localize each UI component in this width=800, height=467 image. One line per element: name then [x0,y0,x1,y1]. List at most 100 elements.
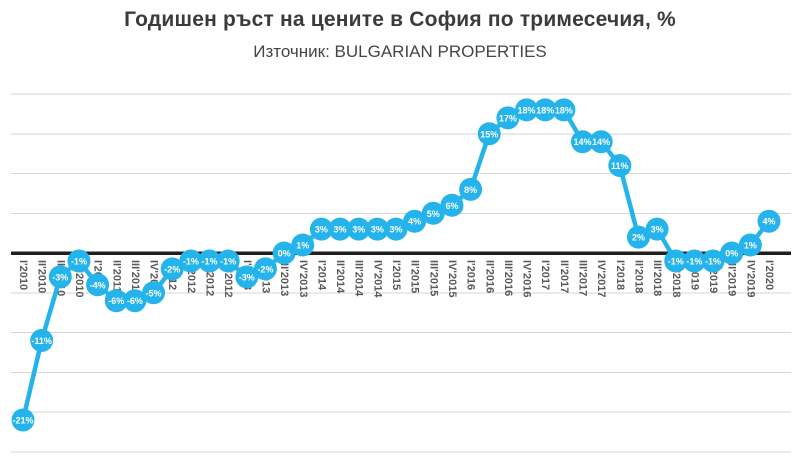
data-point-label: 18% [536,105,554,115]
data-point-marker [626,225,650,249]
data-point-marker [253,257,277,281]
data-point-label: -4% [90,280,106,290]
data-point-label: 14% [592,137,610,147]
data-point-label: 15% [480,129,498,139]
data-point-marker [272,241,296,265]
data-point-marker [291,233,315,257]
x-axis-label: IV'2019 [744,260,756,297]
data-point-marker [216,249,240,273]
data-point-marker [608,154,632,178]
x-axis-label: I'2017 [539,260,551,290]
data-point-marker [589,130,613,154]
data-point-label: 3% [334,225,347,235]
data-point-label: 3% [315,225,328,235]
data-point-marker [459,177,483,201]
data-point-label: 6% [445,201,458,211]
data-point-marker [440,193,464,217]
x-axis-label: I'2018 [614,260,626,290]
data-point-marker [160,257,184,281]
data-point-marker [738,233,762,257]
data-point-label: 3% [389,225,402,235]
data-point-label: -1% [183,256,199,266]
x-axis-label: IV'2015 [446,260,458,297]
data-point-label: -3% [239,272,255,282]
data-point-marker [384,217,408,241]
data-point-label: -1% [201,256,217,266]
data-point-marker [235,265,259,289]
data-point-label: -1% [668,256,684,266]
x-axis-label: III'2011 [129,260,141,296]
data-point-marker [720,241,744,265]
x-axis-label: II'2018 [632,260,644,293]
data-point-label: -2% [164,264,180,274]
data-point-marker [11,408,35,432]
x-axis-label: IV'2017 [595,260,607,297]
x-axis-label: IV'2016 [521,260,533,297]
data-point-label: -6% [127,296,143,306]
x-axis-label: I'2015 [390,260,402,290]
chart-subtitle: Източник: BULGARIAN PROPERTIES [253,42,547,61]
data-point-label: 8% [464,185,477,195]
x-axis-label: III'2015 [427,260,439,296]
data-point-label: 3% [352,225,365,235]
data-point-label: 4% [762,217,775,227]
data-point-label: -21% [12,415,33,425]
data-point-label: -1% [71,256,87,266]
data-point-marker [645,217,669,241]
x-axis-label: III'2016 [502,260,514,296]
chart-title: Годишен ръст на цените в София по тримес… [124,8,676,31]
data-point-marker [365,217,389,241]
data-point-label: 0% [725,249,738,259]
data-point-label: -11% [31,336,52,346]
x-axis-label: III'2014 [353,260,365,297]
data-point-marker [571,130,594,154]
data-point-marker [477,122,501,146]
data-point-label: -1% [220,256,236,266]
data-point-marker [701,249,725,273]
data-point-label: 0% [278,249,291,259]
data-point-label: 5% [427,209,440,219]
data-point-label: -6% [108,296,124,306]
data-point-label: -1% [686,256,702,266]
data-point-label: -3% [52,272,68,282]
data-point-label: 4% [408,217,421,227]
data-point-marker [104,289,128,313]
x-axis-label: III'2017 [577,260,589,296]
data-point-label: 14% [573,137,591,147]
x-axis-label: II'2014 [334,260,346,294]
data-point-label: 3% [371,225,384,235]
data-point-label: 11% [611,161,629,171]
data-point-label: 1% [296,241,309,251]
x-axis-label: II'2010 [36,260,48,293]
data-point-marker [496,106,520,130]
data-point-marker [48,265,72,289]
x-axis-label: II'2015 [409,260,421,293]
data-point-label: 17% [499,113,517,123]
x-axis-label: IV'2013 [297,260,309,297]
data-point-marker [403,209,427,233]
data-point-marker [347,217,371,241]
data-point-marker [67,249,91,273]
data-point-label: 18% [555,105,573,115]
data-point-label: 18% [518,105,536,115]
data-point-marker [309,217,333,241]
x-axis-label: I'2020 [763,260,775,290]
data-point-label: 1% [744,241,757,251]
x-axis-label: II'2011 [110,260,122,293]
x-axis-label: II'2016 [483,260,495,293]
x-axis-label: IV'2014 [371,260,383,298]
data-point-label: -2% [257,264,273,274]
data-point-marker [142,281,166,305]
data-point-label: 2% [632,233,645,243]
data-point-marker [533,98,557,122]
data-point-marker [664,249,688,273]
data-point-label: -1% [705,256,721,266]
x-axis-label: III'2013 [278,260,290,296]
data-point-marker [552,98,576,122]
data-point-marker [86,273,110,297]
x-axis-label: III'2019 [726,260,738,296]
data-point-marker [328,217,352,241]
x-axis-label: III'2018 [651,260,663,296]
data-point-label: -5% [146,288,162,298]
